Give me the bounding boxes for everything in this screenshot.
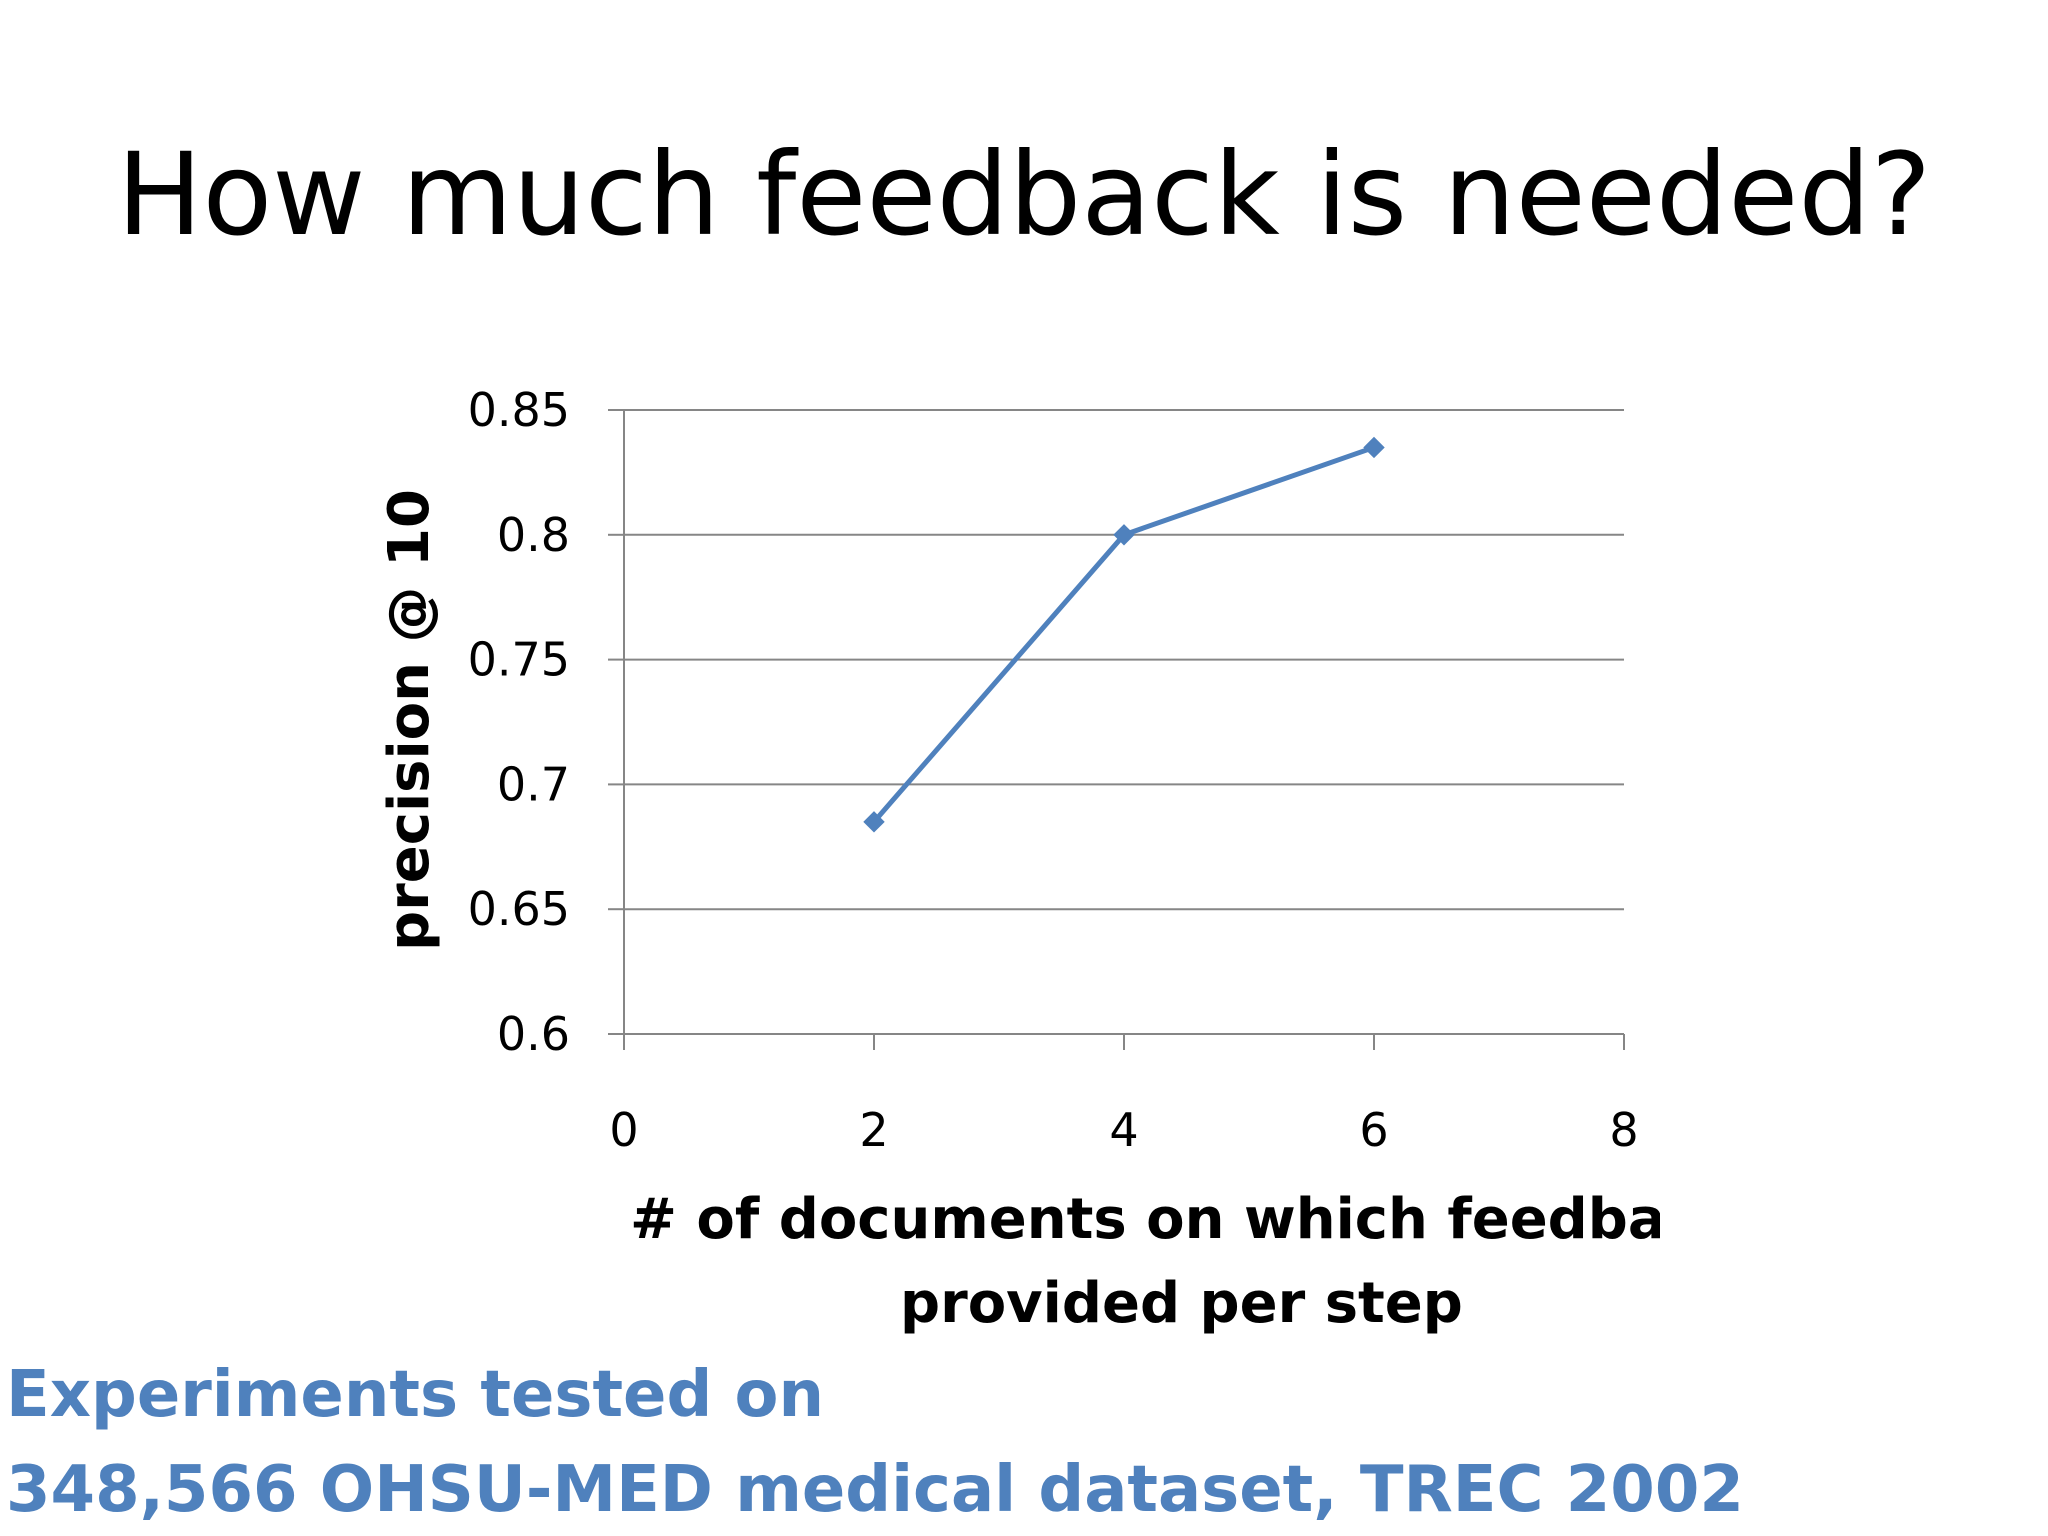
y-tick-label: 0.6: [497, 1007, 570, 1061]
footnote-line1: Experiments tested on: [6, 1358, 825, 1432]
x-tick-label: 6: [1359, 1103, 1388, 1157]
x-axis-label-line1: # of documents on which feedback is: [630, 1187, 1660, 1252]
x-tick-label: 4: [1109, 1103, 1138, 1157]
x-tick-label: 2: [859, 1103, 888, 1157]
x-tick-labels: 0 2 4 6 8: [609, 1103, 1638, 1157]
x-axis-label-line2: provided per step: [900, 1271, 1463, 1336]
data-point-marker: [863, 811, 885, 833]
y-tick-label: 0.75: [468, 633, 570, 687]
x-tick-label: 8: [1609, 1103, 1638, 1157]
footnote-line2: 348,566 OHSU-MED medical dataset, TREC 2…: [6, 1453, 1744, 1527]
gridlines: [624, 409, 1624, 911]
data-point-marker: [1113, 524, 1135, 546]
y-tick-label: 0.8: [497, 508, 570, 562]
y-tick-label: 0.85: [468, 383, 570, 437]
x-axis-label: # of documents on which feedback is prov…: [600, 1180, 1660, 1350]
y-tick-label: 0.65: [468, 882, 570, 936]
data-point-marker: [1363, 436, 1385, 459]
y-tick-labels: 0.6 0.65 0.7 0.75 0.8 0.85: [468, 383, 570, 1061]
axes: [608, 409, 1625, 1050]
series-line: [872, 445, 1375, 824]
x-tick-label: 0: [609, 1103, 638, 1157]
data-series: [863, 436, 1385, 833]
y-tick-label: 0.7: [497, 757, 570, 811]
slide-title: How much feedback is needed?: [116, 128, 1932, 261]
y-axis-label: precision @ 10: [377, 489, 442, 951]
